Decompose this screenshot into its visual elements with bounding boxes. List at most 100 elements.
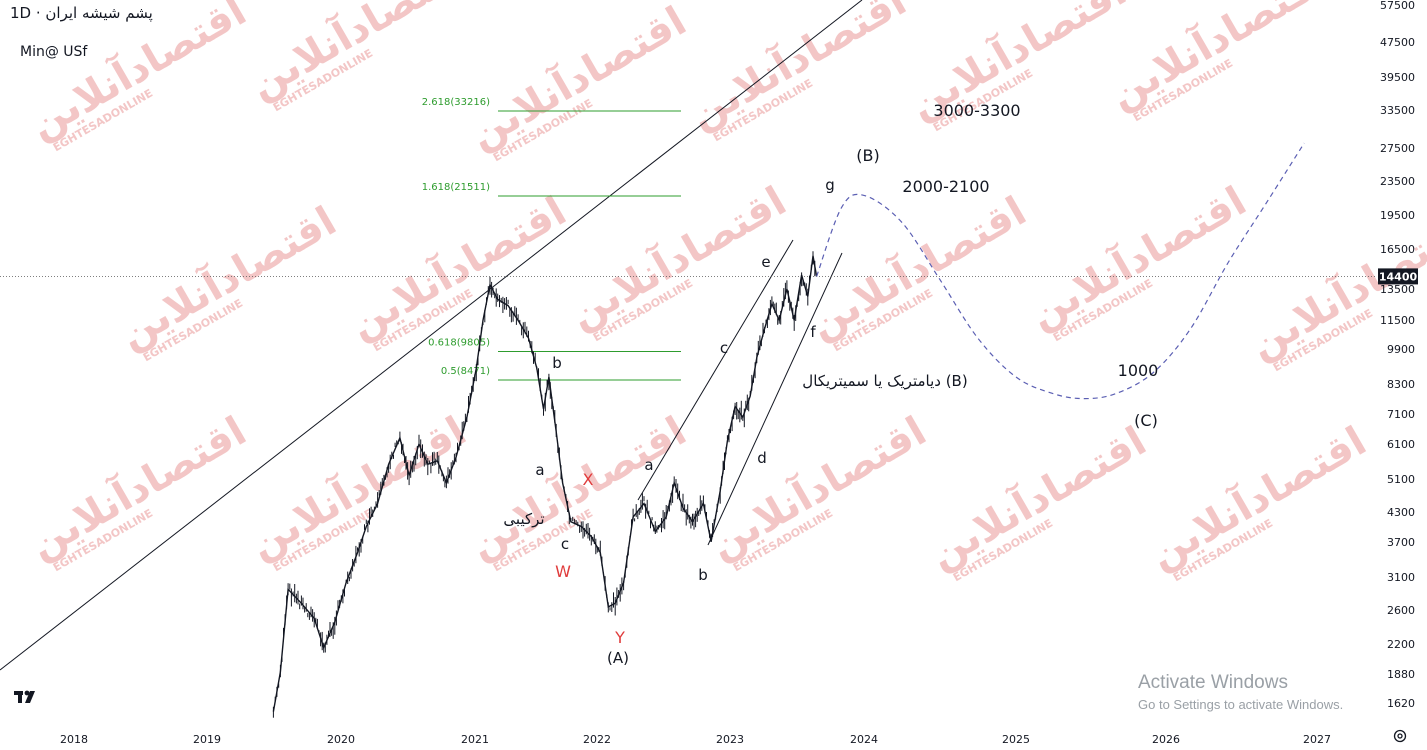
wave-label: c bbox=[561, 535, 569, 553]
x-tick-label: 2023 bbox=[716, 733, 744, 746]
x-tick-label: 2018 bbox=[60, 733, 88, 746]
y-tick-label: 3700 bbox=[1387, 536, 1415, 549]
forecast-layer bbox=[816, 142, 1305, 400]
activate-windows-overlay: Activate Windows Go to Settings to activ… bbox=[1138, 672, 1343, 712]
y-tick-label: 1620 bbox=[1387, 697, 1415, 710]
wave-label: 3000-3300 bbox=[933, 101, 1020, 120]
watermark-brand: اقتصادآنلاین bbox=[241, 406, 474, 569]
author-label: Min@ USf bbox=[20, 44, 88, 60]
wave-label: e bbox=[761, 253, 770, 271]
wave-label: f bbox=[810, 323, 816, 341]
x-tick-label: 2020 bbox=[327, 733, 355, 746]
fib-level-label: 1.618(21511) bbox=[422, 182, 490, 193]
watermark-brand: اقتصادآنلاین bbox=[461, 406, 694, 569]
watermark-brand: اقتصادآنلاین bbox=[561, 176, 794, 339]
tradingview-logo-icon[interactable] bbox=[12, 685, 42, 709]
wave-label: (B) bbox=[856, 146, 879, 165]
price-layer bbox=[272, 251, 818, 718]
annotations-layer: (A) Y W Xa b c ترکیبی a b c d e f g (B) ديامتريک يا سمي… bbox=[503, 101, 1158, 667]
y-tick-label: 8300 bbox=[1387, 378, 1415, 391]
lower-channel-line bbox=[707, 252, 843, 546]
watermark-layer: اقتصادآنلاینEGHTESADONLINEاقتصادآنلاینEG… bbox=[21, 0, 1427, 585]
upper-channel-line bbox=[637, 239, 794, 501]
y-tick-label: 27500 bbox=[1380, 142, 1415, 155]
fib-level-label: 0.618(9805) bbox=[428, 337, 490, 348]
wave-label: a bbox=[535, 461, 544, 479]
fib-level-label: 0.5(8471) bbox=[441, 366, 490, 377]
y-tick-label: 4300 bbox=[1387, 506, 1415, 519]
wave-label: 1000 bbox=[1118, 361, 1159, 380]
watermark-brand: اقتصادآنلاین bbox=[921, 416, 1154, 579]
x-tick-label: 2022 bbox=[583, 733, 611, 746]
y-tick-label: 5100 bbox=[1387, 473, 1415, 486]
wave-label: b bbox=[698, 566, 708, 584]
y-tick-label: 1880 bbox=[1387, 668, 1415, 681]
fib-level-label: 2.618(33216) bbox=[422, 97, 490, 108]
y-tick-label: 6100 bbox=[1387, 438, 1415, 451]
y-tick-label: 39500 bbox=[1380, 71, 1415, 84]
y-tick-label: 16500 bbox=[1380, 243, 1415, 256]
y-tick-label: 9900 bbox=[1387, 343, 1415, 356]
watermark-brand: اقتصادآنلاین bbox=[1021, 176, 1254, 339]
watermark-brand: اقتصادآنلاین bbox=[681, 0, 914, 139]
y-tick-label: 57500 bbox=[1380, 0, 1415, 12]
forecast-path bbox=[816, 142, 1305, 400]
x-tick-label: 2025 bbox=[1002, 733, 1030, 746]
wave-label: c bbox=[720, 339, 728, 357]
y-tick-label: 11500 bbox=[1380, 314, 1415, 327]
y-tick-label: 2600 bbox=[1387, 604, 1415, 617]
watermark-brand: اقتصادآنلاین bbox=[21, 0, 254, 149]
wave-label: 2000-2100 bbox=[902, 177, 989, 196]
activate-windows-title: Activate Windows bbox=[1138, 672, 1288, 693]
diagonal-trendline bbox=[0, 0, 863, 671]
wave-label: g bbox=[825, 176, 835, 194]
axes-layer: 57500 47500 39500 33500 27500 23500 19500 16500… bbox=[60, 0, 1418, 746]
watermark-brand: اقتصادآنلاین bbox=[461, 0, 694, 159]
trendlines-layer bbox=[0, 0, 1375, 671]
wave-label: (C) bbox=[1134, 411, 1158, 430]
watermark-brand: اقتصادآنلاین bbox=[1141, 416, 1374, 579]
gear-icon[interactable] bbox=[1392, 728, 1408, 744]
y-tick-label: 2200 bbox=[1387, 638, 1415, 651]
current-price-label: 14400 bbox=[1379, 270, 1418, 283]
wave-label: X bbox=[583, 470, 594, 489]
wave-label: ترکیبی bbox=[503, 510, 544, 528]
activate-windows-hint: Go to Settings to activate Windows. bbox=[1138, 697, 1344, 712]
y-tick-label: 3100 bbox=[1387, 571, 1415, 584]
wave-label: ديامتريک يا سميتريکال (B) bbox=[802, 372, 967, 390]
watermark-brand: اقتصادآنلاین bbox=[1101, 0, 1334, 119]
wave-label: Y bbox=[614, 628, 625, 647]
x-tick-label: 2019 bbox=[193, 733, 221, 746]
y-tick-label: 47500 bbox=[1380, 36, 1415, 49]
y-tick-label: 23500 bbox=[1380, 175, 1415, 188]
current-price-badge bbox=[1378, 268, 1418, 285]
y-tick-label: 33500 bbox=[1380, 104, 1415, 117]
wave-label: d bbox=[757, 449, 767, 467]
y-tick-label: 7100 bbox=[1387, 408, 1415, 421]
y-tick-label: 19500 bbox=[1380, 209, 1415, 222]
x-tick-label: 2027 bbox=[1303, 733, 1331, 746]
wave-label: a bbox=[644, 456, 653, 474]
wave-label: b bbox=[552, 354, 562, 372]
x-tick-label: 2021 bbox=[461, 733, 489, 746]
x-tick-label: 2026 bbox=[1152, 733, 1180, 746]
y-tick-label: 13500 bbox=[1380, 283, 1415, 296]
wave-label: (A) bbox=[607, 649, 629, 667]
watermark-brand: اقتصادآنلاین bbox=[341, 186, 574, 349]
symbol-title[interactable]: 1D · پشم شیشه ایران bbox=[10, 4, 153, 22]
watermark-brand: اقتصادآنلاین bbox=[21, 406, 254, 569]
watermark-brand: اقتصادآنلاین bbox=[111, 196, 344, 359]
